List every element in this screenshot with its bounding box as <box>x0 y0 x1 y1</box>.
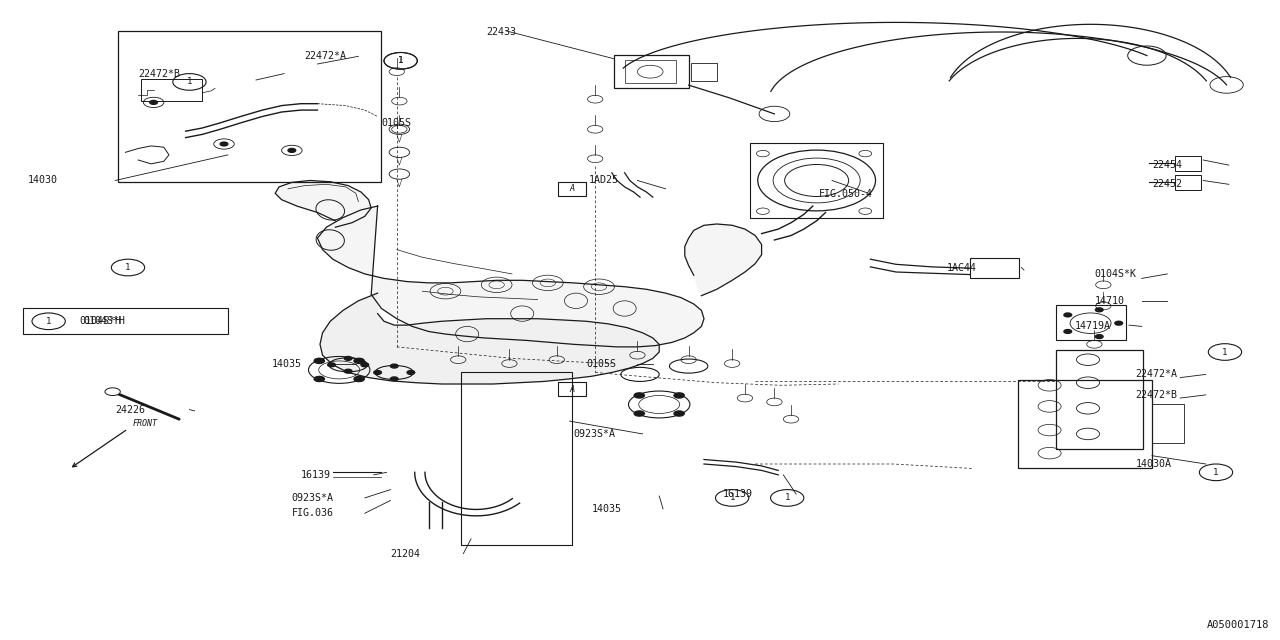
Circle shape <box>1064 313 1071 317</box>
Circle shape <box>374 371 381 374</box>
Text: 1: 1 <box>730 493 735 502</box>
Bar <box>461 372 572 545</box>
Circle shape <box>1115 321 1123 325</box>
Bar <box>1175 175 1201 190</box>
Text: 14035: 14035 <box>591 504 621 514</box>
Circle shape <box>288 148 296 152</box>
Circle shape <box>1064 330 1071 333</box>
Text: A: A <box>570 385 575 394</box>
Circle shape <box>390 377 398 381</box>
Bar <box>1152 404 1184 443</box>
Text: 14030: 14030 <box>28 175 58 186</box>
Text: 0105S: 0105S <box>586 358 616 369</box>
Text: A050001718: A050001718 <box>1207 620 1270 630</box>
Circle shape <box>355 358 365 364</box>
Text: 22452: 22452 <box>1152 179 1181 189</box>
Text: 16139: 16139 <box>723 489 753 499</box>
Text: 1AD25: 1AD25 <box>589 175 618 186</box>
Bar <box>625 60 676 83</box>
Text: 1: 1 <box>187 77 192 86</box>
Text: FIG.050-4: FIG.050-4 <box>819 189 873 199</box>
Bar <box>614 55 689 88</box>
Circle shape <box>314 358 324 364</box>
Polygon shape <box>317 206 704 347</box>
Text: 22472*B: 22472*B <box>1135 390 1178 400</box>
Bar <box>750 143 883 218</box>
Text: 0104S*H: 0104S*H <box>83 316 125 326</box>
Text: 1: 1 <box>125 263 131 272</box>
Text: 22472*A: 22472*A <box>305 51 347 61</box>
Circle shape <box>355 376 365 381</box>
Text: 14035: 14035 <box>271 358 301 369</box>
Circle shape <box>675 393 685 398</box>
Circle shape <box>314 376 324 381</box>
Circle shape <box>328 363 335 367</box>
Text: 1: 1 <box>1213 468 1219 477</box>
Polygon shape <box>320 293 659 384</box>
Text: 0105S: 0105S <box>381 118 412 128</box>
Circle shape <box>634 393 644 398</box>
Text: 0923S*A: 0923S*A <box>573 429 616 439</box>
Text: 22472*A: 22472*A <box>1135 369 1178 380</box>
Polygon shape <box>275 180 371 227</box>
Text: 21204: 21204 <box>390 548 420 559</box>
Text: 0104S*K: 0104S*K <box>1094 269 1137 279</box>
Text: 0923S*A: 0923S*A <box>292 493 334 503</box>
Circle shape <box>344 369 352 373</box>
Circle shape <box>1096 335 1103 339</box>
Circle shape <box>344 356 352 360</box>
Text: A: A <box>570 184 575 193</box>
Circle shape <box>1096 308 1103 312</box>
Text: 22454: 22454 <box>1152 160 1181 170</box>
Text: 1: 1 <box>785 493 790 502</box>
Text: 1: 1 <box>1222 348 1228 356</box>
Bar <box>558 182 586 196</box>
Text: 1: 1 <box>46 317 51 326</box>
Text: 16139: 16139 <box>301 470 330 480</box>
Text: 14030A: 14030A <box>1135 459 1171 469</box>
Circle shape <box>105 388 120 396</box>
Bar <box>1175 156 1201 171</box>
Circle shape <box>361 363 369 367</box>
Text: 1AC44: 1AC44 <box>947 262 977 273</box>
Text: 1: 1 <box>398 56 403 65</box>
Circle shape <box>390 364 398 368</box>
Bar <box>970 258 1019 278</box>
Circle shape <box>220 142 228 146</box>
Circle shape <box>150 100 157 104</box>
Text: 14710: 14710 <box>1094 296 1124 306</box>
Polygon shape <box>685 224 762 296</box>
Circle shape <box>675 411 685 416</box>
Text: 0104S*H: 0104S*H <box>79 316 122 326</box>
Bar <box>23 308 228 334</box>
Text: FIG.036: FIG.036 <box>292 508 334 518</box>
Bar <box>558 382 586 396</box>
Bar <box>1018 380 1152 468</box>
Circle shape <box>634 411 644 416</box>
Circle shape <box>407 371 415 374</box>
Text: 22433: 22433 <box>486 27 516 37</box>
Text: 24226: 24226 <box>115 404 145 415</box>
Bar <box>1056 350 1143 449</box>
Text: 22472*B: 22472*B <box>138 68 180 79</box>
Text: FRONT: FRONT <box>133 419 159 428</box>
Bar <box>118 31 381 182</box>
Text: 14719A: 14719A <box>1075 321 1111 332</box>
Bar <box>1056 305 1126 340</box>
Bar <box>141 79 202 101</box>
Bar <box>691 63 717 81</box>
Text: 1: 1 <box>398 56 403 65</box>
